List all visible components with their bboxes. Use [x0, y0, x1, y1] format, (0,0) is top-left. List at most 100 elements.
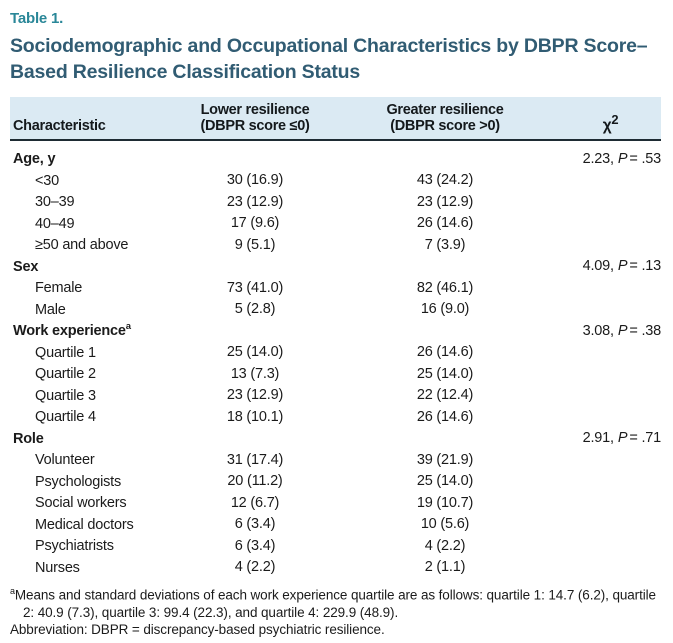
lower-resilience-value: 12 (6.7): [230, 494, 280, 511]
col-header-lower-resilience: Lower resilience (DBPR score ≤0): [180, 102, 330, 134]
chi-square-value: [560, 192, 661, 214]
greater-resilience-value: 25 (14.0): [416, 473, 474, 490]
row-characteristic: Quartile 2: [10, 359, 180, 385]
table-row: Nurses 4 (2.2) 2 (1.1): [10, 553, 661, 575]
chi-square-value: [560, 536, 661, 558]
col-header-greater-resilience: Greater resilience (DBPR score >0): [330, 102, 560, 134]
chi-square-value: [560, 450, 661, 472]
chi-square-value: [560, 299, 661, 321]
greater-resilience-value: 16 (9.0): [420, 301, 470, 318]
table-row: ≥50 and above 9 (5.1) 7 (3.9): [10, 230, 661, 253]
p-label: P: [617, 430, 628, 447]
row-label: Psychologists: [35, 473, 122, 490]
chi-square-value: [560, 557, 661, 579]
chi-square-value: [560, 364, 661, 386]
col-header-lower-line1: Lower resilience: [200, 102, 310, 118]
lower-resilience-value: 5 (2.8): [234, 301, 276, 318]
col-header-lower-line2: (DBPR score ≤0): [200, 117, 310, 134]
chi-square-value: 2.23, P = .53: [560, 149, 662, 171]
row-label: 30–39: [35, 193, 75, 210]
row-label: Female: [35, 279, 83, 296]
table-row: <30 30 (16.9) 43 (24.2): [10, 166, 661, 188]
chi-square-value: [560, 342, 661, 364]
chi-square-value: [560, 278, 661, 300]
greater-resilience-value: 43 (24.2): [416, 172, 474, 189]
footnote-text: Means and standard deviations of each wo…: [14, 587, 656, 620]
table-row: Age, y 2.23, P = .53: [10, 144, 661, 167]
row-label: Quartile 3: [35, 387, 96, 404]
lower-resilience-value: 20 (11.2): [227, 473, 283, 490]
p-value: = .53: [629, 150, 661, 167]
footnote-work-experience: aMeans and standard deviations of each w…: [10, 583, 665, 621]
chi-square-value: [560, 471, 661, 493]
row-characteristic: ≥50 and above: [10, 230, 180, 256]
p-label: P: [617, 150, 628, 167]
chi-square-value: 2.91, P = .71: [560, 428, 662, 450]
chi-square-value: [560, 213, 661, 235]
table-row: Psychologists 20 (11.2) 25 (14.0): [10, 467, 661, 489]
greater-resilience-value: 25 (14.0): [416, 365, 474, 382]
table-header-row: Characteristic Lower resilience (DBPR sc…: [10, 97, 661, 141]
p-label: P: [617, 322, 628, 339]
greater-resilience-value: 7 (3.9): [424, 236, 466, 253]
table-title: Sociodemographic and Occupational Charac…: [10, 35, 648, 83]
chi-symbol: χ: [602, 117, 612, 135]
lower-resilience-value: 23 (12.9): [226, 193, 284, 210]
row-label: Sex: [13, 258, 39, 275]
row-label: ≥50 and above: [35, 236, 129, 253]
greater-resilience-value: 82 (46.1): [416, 279, 474, 296]
chi-statistic: 3.08,: [582, 322, 614, 339]
p-value: = .13: [629, 258, 661, 275]
greater-resilience-value: 39 (21.9): [416, 451, 474, 468]
table-body: Age, y 2.23, P = .53 <30 30 (16.9) 43 (24.…: [10, 141, 661, 576]
row-characteristic: 30–39: [10, 187, 180, 213]
col-header-chi-square: χ2: [560, 112, 661, 134]
greater-resilience-value: 4 (2.2): [424, 537, 466, 554]
chi-statistic: 2.23,: [582, 150, 614, 167]
table-row: Role 2.91, P = .71: [10, 424, 661, 446]
table-row: 40–49 17 (9.6) 26 (14.6): [10, 209, 661, 231]
lower-resilience-value: 4 (2.2): [234, 559, 276, 576]
chi-square-value: 4.09, P = .13: [560, 256, 662, 278]
col-header-greater-line1: Greater resilience: [386, 102, 504, 118]
lower-resilience-value: 31 (17.4): [226, 451, 284, 468]
row-label: Work experience: [13, 322, 126, 339]
greater-resilience-value: 23 (12.9): [416, 193, 474, 210]
chi-square-value: [560, 407, 661, 429]
table-row: 30–39 23 (12.9) 23 (12.9): [10, 187, 661, 210]
table-row: Female 73 (41.0) 82 (46.1): [10, 273, 661, 296]
lower-resilience-value: 6 (3.4): [234, 537, 276, 554]
row-characteristic: <30: [10, 166, 180, 192]
p-value: = .71: [629, 430, 661, 447]
row-label: <30: [35, 172, 59, 189]
table-label: Table 1.: [10, 10, 64, 27]
row-characteristic: Nurses: [10, 553, 180, 579]
chi-square-value: [560, 235, 661, 257]
p-label: P: [617, 258, 628, 275]
greater-resilience-value: 2 (1.1): [424, 559, 466, 576]
lower-resilience-value: 6 (3.4): [234, 516, 276, 533]
row-label: Role: [13, 430, 44, 447]
table-row: Social workers 12 (6.7) 19 (10.7): [10, 488, 661, 511]
row-label: Quartile 2: [35, 365, 96, 382]
chi-statistic: 4.09,: [582, 258, 614, 275]
table-row: Quartile 3 23 (12.9) 22 (12.4): [10, 381, 661, 403]
row-characteristic: Sex: [10, 252, 180, 278]
footnotes: aMeans and standard deviations of each w…: [10, 583, 665, 638]
row-characteristic: Quartile 1: [10, 338, 180, 364]
row-label: 40–49: [35, 215, 75, 232]
chi-square-value: [560, 514, 661, 536]
row-characteristic: Work experiencea: [10, 316, 180, 342]
lower-resilience-value: 13 (7.3): [230, 365, 280, 382]
table-row: Quartile 4 18 (10.1) 26 (14.6): [10, 402, 661, 425]
greater-resilience-value: 19 (10.7): [416, 494, 474, 511]
table-row: Psychiatrists 6 (3.4) 4 (2.2): [10, 531, 661, 554]
table-row: Sex 4.09, P = .13: [10, 252, 661, 274]
chi-square-value: [560, 170, 661, 192]
table-row: Medical doctors 6 (3.4) 10 (5.6): [10, 510, 661, 532]
lower-resilience-value: 18 (10.1): [226, 408, 284, 425]
table-row: Volunteer 31 (17.4) 39 (21.9): [10, 445, 661, 468]
row-label: Male: [35, 301, 66, 318]
lower-resilience-value: 25 (14.0): [226, 344, 284, 361]
